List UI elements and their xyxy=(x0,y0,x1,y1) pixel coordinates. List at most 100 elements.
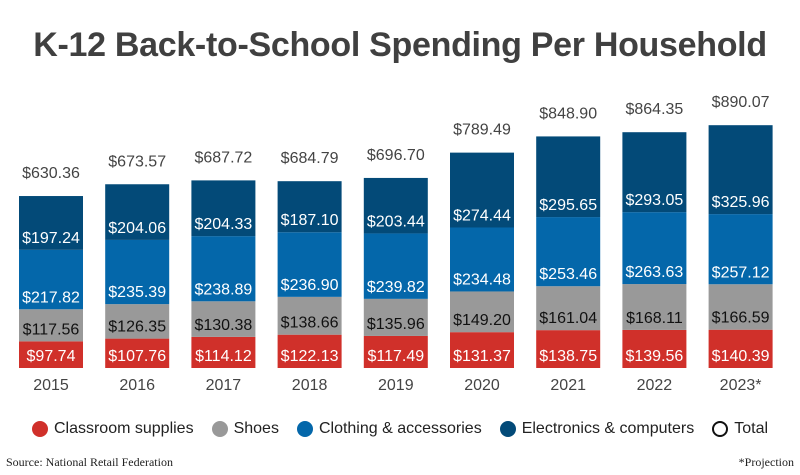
x-tick-label: 2019 xyxy=(378,377,414,394)
total-value-label: $673.57 xyxy=(108,153,166,170)
legend-item: Electronics & computers xyxy=(499,420,695,438)
total-value-label: $848.90 xyxy=(539,105,597,122)
bar-segment xyxy=(363,177,428,234)
x-tick-label: 2022 xyxy=(637,377,673,394)
segment-value-label: $140.39 xyxy=(712,348,770,365)
segment-value-label: $203.44 xyxy=(367,213,425,230)
legend-label: Shoes xyxy=(233,420,279,437)
bar-segment xyxy=(277,296,342,335)
x-tick-label: 2020 xyxy=(464,377,500,394)
segment-value-label: $138.75 xyxy=(539,348,597,365)
bar-segment xyxy=(277,334,342,368)
segment-value-label: $135.96 xyxy=(367,316,425,333)
bar-segment xyxy=(450,152,514,228)
legend-swatch-icon xyxy=(31,421,48,437)
legend-item: Total xyxy=(712,420,768,438)
segment-value-label: $166.59 xyxy=(712,310,770,327)
bar-segment xyxy=(19,196,83,250)
segment-value-label: $257.12 xyxy=(712,264,770,281)
legend-label: Classroom supplies xyxy=(53,420,194,437)
segment-value-label: $187.10 xyxy=(281,212,339,229)
segment-value-label: $131.37 xyxy=(453,348,511,365)
x-tick-label: 2021 xyxy=(550,377,586,394)
bar-segment xyxy=(363,335,428,368)
bar-segment xyxy=(277,181,342,233)
segment-value-label: $114.12 xyxy=(195,348,252,365)
bar-segment xyxy=(450,332,514,368)
bar-segment xyxy=(105,239,170,305)
bar-segment xyxy=(191,236,256,302)
x-tick-label: 2016 xyxy=(119,377,155,394)
segment-value-label: $149.20 xyxy=(453,312,511,329)
segment-value-label: $263.63 xyxy=(625,264,683,281)
bar-segment xyxy=(536,330,601,368)
segment-value-label: $235.39 xyxy=(108,284,166,301)
bar-segment xyxy=(191,180,256,237)
segment-value-label: $236.90 xyxy=(281,277,339,294)
source-note: Source: National Retail Federation xyxy=(6,455,173,469)
segment-value-label: $117.49 xyxy=(367,348,424,365)
segment-value-label: $239.82 xyxy=(367,279,425,296)
bar-segment xyxy=(622,212,687,285)
bar-segment xyxy=(450,227,514,292)
bar-segment xyxy=(19,341,83,368)
segment-value-label: $126.35 xyxy=(108,319,166,336)
bar-segment xyxy=(536,136,601,218)
bar-segment xyxy=(105,338,170,368)
x-tick-label: 2017 xyxy=(206,377,242,394)
segment-value-label: $217.82 xyxy=(22,289,80,306)
segment-value-label: $122.13 xyxy=(281,348,339,365)
total-value-label: $684.79 xyxy=(281,150,339,167)
bar-segment xyxy=(536,286,601,331)
segment-value-label: $138.66 xyxy=(281,315,339,332)
bar-segment xyxy=(622,329,687,368)
legend-item: Shoes xyxy=(211,420,279,438)
segment-value-label: $139.56 xyxy=(625,348,683,365)
segment-value-label: $168.11 xyxy=(626,310,683,327)
bar-segment xyxy=(622,132,687,213)
bar-segment xyxy=(708,329,773,368)
bar-segment xyxy=(622,284,687,330)
legend-swatch-icon xyxy=(296,421,313,437)
segment-value-label: $197.24 xyxy=(22,230,80,247)
legend-swatch-icon xyxy=(499,421,516,437)
bar-segment xyxy=(191,336,256,368)
bar-segment xyxy=(19,309,83,342)
segment-value-label: $161.04 xyxy=(539,310,597,327)
total-value-label: $864.35 xyxy=(625,101,683,118)
segment-value-label: $117.56 xyxy=(23,321,80,338)
x-tick-label: 2023* xyxy=(720,377,762,394)
legend-item: Clothing & accessories xyxy=(296,420,482,438)
bar-segment xyxy=(191,301,256,337)
bar-segment xyxy=(450,291,514,333)
legend-label: Electronics & computers xyxy=(521,420,695,437)
legend-item: Classroom supplies xyxy=(31,420,194,438)
segment-value-label: $234.48 xyxy=(453,271,511,288)
legend-swatch-icon xyxy=(211,421,228,437)
segment-value-label: $204.06 xyxy=(108,220,166,237)
bar-segment xyxy=(105,304,170,339)
total-value-label: $789.49 xyxy=(453,122,511,139)
projection-note: *Projection xyxy=(738,455,794,469)
stacked-bar-chart: $97.74 $117.56 $217.82 $197.24 $630.36 2015 $1… xyxy=(19,94,773,394)
segment-value-label: $204.33 xyxy=(194,216,252,233)
bar-segment xyxy=(363,233,428,299)
segment-value-label: $295.65 xyxy=(539,197,597,214)
bar-segment xyxy=(277,232,342,297)
bar-segment xyxy=(19,249,83,310)
legend-label: Clothing & accessories xyxy=(318,420,482,437)
segment-value-label: $130.38 xyxy=(194,317,252,334)
total-value-label: $890.07 xyxy=(712,94,770,111)
x-tick-label: 2015 xyxy=(33,377,69,394)
total-value-label: $630.36 xyxy=(22,165,80,182)
total-value-label: $687.72 xyxy=(194,149,252,166)
legend-swatch-icon xyxy=(712,421,729,437)
segment-value-label: $325.96 xyxy=(712,194,770,211)
segment-value-label: $97.74 xyxy=(27,348,76,365)
segment-value-label: $274.44 xyxy=(453,207,511,224)
bar-segment xyxy=(363,298,428,336)
x-tick-label: 2018 xyxy=(292,377,328,394)
bar-segment xyxy=(536,217,601,287)
legend-label: Total xyxy=(734,420,769,437)
total-value-label: $696.70 xyxy=(367,147,425,164)
